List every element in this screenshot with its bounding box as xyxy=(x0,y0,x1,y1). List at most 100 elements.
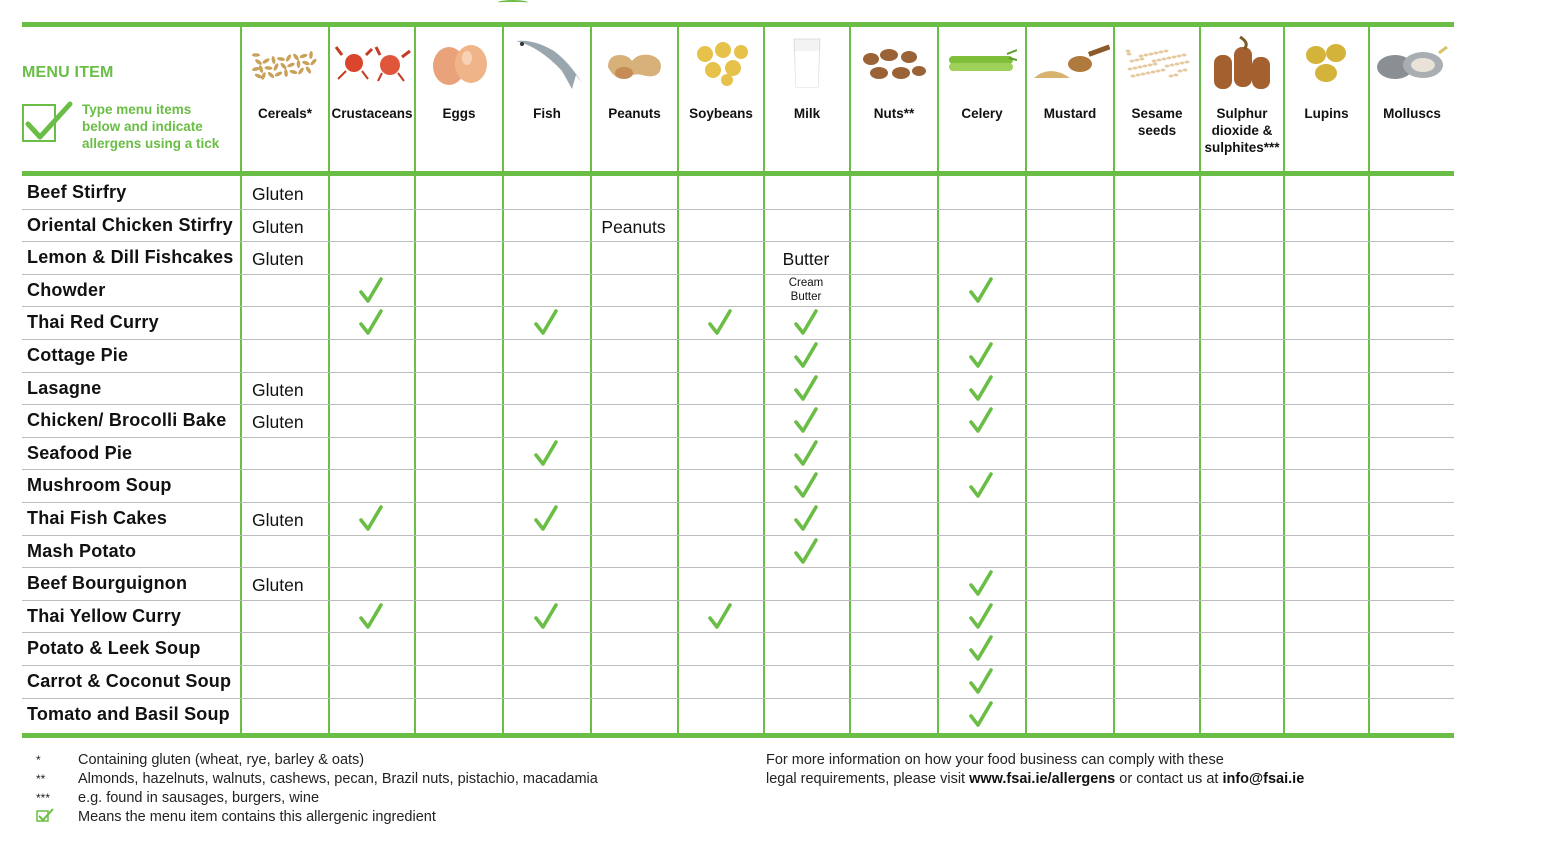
tick-icon xyxy=(533,505,559,533)
oysters-icon xyxy=(1370,27,1454,99)
table-row: Chowder Cream Butter xyxy=(22,274,1454,308)
allergen-header-mustard: Mustard xyxy=(1027,27,1113,171)
allergen-label-line: seeds xyxy=(1137,123,1177,138)
tick-icon xyxy=(968,635,994,663)
tick-icon xyxy=(793,472,819,500)
allergen-header-milk: Milk xyxy=(765,27,849,171)
allergen-label: Eggs xyxy=(442,105,475,122)
allergen-label-line: Milk xyxy=(793,106,821,121)
allergen-label-line: Sesame xyxy=(1131,106,1183,121)
allergen-label: Sulphur dioxide & sulphites*** xyxy=(1204,105,1279,156)
table-row: Potato & Leek Soup xyxy=(22,632,1454,666)
allergen-header-soybeans: Soybeans xyxy=(679,27,763,171)
menu-item-name[interactable]: Oriental Chicken Stirfry xyxy=(27,214,233,235)
footnote-item: * Containing gluten (wheat, rye, barley &… xyxy=(36,751,598,770)
column-divider xyxy=(1283,27,1285,733)
column-divider xyxy=(502,27,504,733)
sausages-icon xyxy=(1201,27,1283,99)
allergen-label: Peanuts xyxy=(608,105,661,122)
allergen-label: Sesame seeds xyxy=(1131,105,1182,139)
tick-icon xyxy=(968,374,994,403)
menu-item-heading: MENU ITEM xyxy=(22,64,114,81)
peanuts-icon xyxy=(592,27,677,99)
menu-item-name[interactable]: Thai Red Curry xyxy=(27,312,159,333)
allergen-note[interactable]: Gluten xyxy=(252,249,304,270)
table-row: Lemon & Dill Fishcakes Gluten Butter xyxy=(22,241,1454,275)
menu-item-name[interactable]: Potato & Leek Soup xyxy=(27,638,201,659)
table-row: Cottage Pie xyxy=(22,339,1454,373)
tick-icon xyxy=(968,407,994,435)
allergen-label: Nuts** xyxy=(874,105,915,122)
menu-item-name[interactable]: Seafood Pie xyxy=(27,442,133,463)
tick-icon xyxy=(358,276,384,305)
allergen-label: Molluscs xyxy=(1383,105,1441,122)
allergen-header-lupins: Lupins xyxy=(1285,27,1368,171)
table-row: Beef Stirfry Gluten xyxy=(22,176,1454,210)
menu-item-name[interactable]: Lemon & Dill Fishcakes xyxy=(27,247,234,268)
table-row: Chicken/ Brocolli Bake Gluten xyxy=(22,404,1454,438)
allergen-note[interactable]: Gluten xyxy=(252,379,304,400)
table-row: Oriental Chicken Stirfry Gluten Peanuts xyxy=(22,209,1454,243)
menu-item-name[interactable]: Tomato and Basil Soup xyxy=(27,703,230,724)
cereals-icon xyxy=(242,27,328,99)
allergen-note[interactable]: Butter xyxy=(782,249,830,270)
table-row: Lasagne Gluten xyxy=(22,372,1454,406)
tick-icon xyxy=(968,472,994,500)
crab-icon xyxy=(330,27,414,99)
column-divider xyxy=(328,27,330,733)
allergen-header-peanuts: Peanuts xyxy=(592,27,677,171)
instructions-text: Type menu items below and indicate aller… xyxy=(82,102,220,151)
tick-icon xyxy=(968,602,994,631)
table-row: Mushroom Soup xyxy=(22,469,1454,503)
allergen-note[interactable]: Cream Butter xyxy=(788,276,824,303)
tick-icon xyxy=(793,537,819,566)
allergen-note[interactable]: Gluten xyxy=(252,216,304,237)
column-divider xyxy=(1199,27,1201,733)
allergen-label-line: Soybeans xyxy=(689,106,753,121)
tick-icon xyxy=(968,570,994,598)
tick-icon xyxy=(707,309,733,337)
table-row: Beef Bourguignon Gluten xyxy=(22,567,1454,601)
fsai-link[interactable]: www.fsai.ie/allergens xyxy=(969,771,1116,787)
footnote-text: Means the menu item contains this allerg… xyxy=(78,809,436,825)
column-divider xyxy=(937,27,939,733)
allergen-note[interactable]: Gluten xyxy=(252,184,304,204)
menu-item-name[interactable]: Thai Yellow Curry xyxy=(27,605,182,626)
footnote-marker: *** xyxy=(36,791,51,805)
allergen-label-line: Mustard xyxy=(1043,106,1097,121)
fsai-email[interactable]: info@fsai.ie xyxy=(1222,771,1305,787)
tick-icon xyxy=(968,668,994,696)
menu-item-name[interactable]: Beef Bourguignon xyxy=(27,573,188,594)
top-rule xyxy=(22,22,1454,27)
menu-item-name[interactable]: Mash Potato xyxy=(27,540,137,561)
menu-item-name[interactable]: Cottage Pie xyxy=(27,345,129,365)
tick-icon xyxy=(533,309,559,337)
column-divider xyxy=(763,27,765,733)
menu-item-name[interactable]: Beef Stirfry xyxy=(27,182,127,202)
allergen-header-eggs: Eggs xyxy=(416,27,502,171)
allergen-note[interactable]: Gluten xyxy=(252,412,304,433)
menu-item-name[interactable]: Mushroom Soup xyxy=(27,475,172,496)
header-rule xyxy=(22,171,1454,176)
tick-icon xyxy=(358,505,384,533)
menu-item-name[interactable]: Chowder xyxy=(27,279,106,300)
allergen-header-celery: Celery xyxy=(939,27,1025,171)
allergen-note[interactable]: Gluten xyxy=(252,510,304,530)
tick-icon xyxy=(533,439,559,468)
allergen-label-line: Celery xyxy=(961,106,1003,121)
allergen-label-line: Cereals* xyxy=(257,106,313,121)
footnote-item: Means the menu item contains this allerg… xyxy=(36,808,598,828)
footnote-text: Containing gluten (wheat, rye, barley & … xyxy=(78,752,365,768)
nuts-icon xyxy=(851,27,937,99)
tick-icon xyxy=(793,374,819,403)
menu-item-name[interactable]: Lasagne xyxy=(27,377,102,398)
sesame-icon xyxy=(1115,27,1199,99)
allergen-note[interactable]: Gluten xyxy=(252,575,304,596)
allergen-note[interactable]: Peanuts xyxy=(601,216,666,237)
menu-item-name[interactable]: Thai Fish Cakes xyxy=(27,508,168,528)
menu-item-name[interactable]: Chicken/ Brocolli Bake xyxy=(27,410,227,431)
footnote-marker: ** xyxy=(36,772,46,786)
menu-item-name[interactable]: Carrot & Coconut Soup xyxy=(27,671,232,691)
tick-legend-icon xyxy=(36,808,78,828)
allergen-label-line: sulphites*** xyxy=(1204,140,1280,155)
